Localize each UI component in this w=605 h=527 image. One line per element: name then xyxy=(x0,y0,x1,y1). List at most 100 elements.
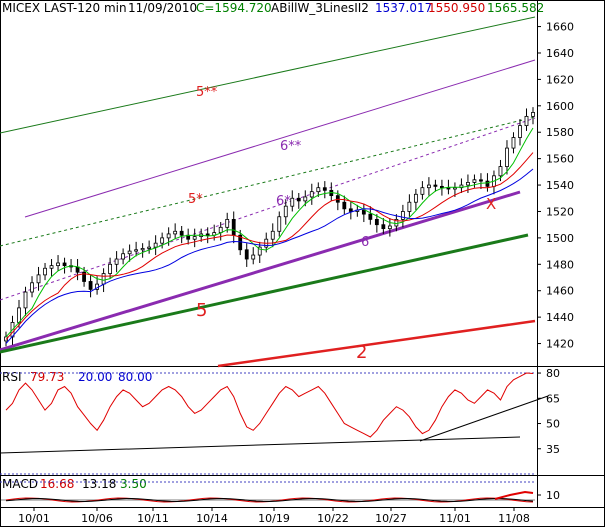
candle-body-15 xyxy=(101,273,106,285)
x-axis: 10/01 10/06 10/11 10/14 10/19 10/22 10/27 11/01… xyxy=(18,507,530,525)
candle-body-19 xyxy=(127,250,132,255)
channel-green-upper xyxy=(0,16,536,134)
rsi-trend-upper xyxy=(419,395,549,442)
candle-body-21 xyxy=(140,248,145,251)
candle-body-65 xyxy=(427,184,431,189)
rsi-lines xyxy=(0,372,549,475)
candle-body-16 xyxy=(108,263,112,274)
candle-body-3 xyxy=(23,291,28,309)
candle-body-57 xyxy=(374,218,379,226)
channel-purple-dashed xyxy=(0,117,536,301)
macd-value-2: 13.18 xyxy=(82,477,116,491)
price-tick-label-1: 1440 xyxy=(546,311,574,324)
candle-body-24 xyxy=(160,237,165,244)
channel-label-5: 5 xyxy=(196,300,207,321)
candle-body-20 xyxy=(134,249,139,252)
candle-body-66 xyxy=(433,184,438,187)
x-tick-label-6: 10/27 xyxy=(375,512,407,525)
candle-body-6 xyxy=(43,267,47,276)
candle-body-56 xyxy=(368,213,373,220)
trend-red-2 xyxy=(217,319,536,368)
candle-body-60 xyxy=(394,218,399,227)
candle-body-12 xyxy=(82,271,86,282)
price-moving-averages xyxy=(5,127,534,344)
candle-body-27 xyxy=(179,230,184,236)
candle-body-38 xyxy=(251,254,256,260)
x-tick-label-0: 10/01 xyxy=(18,512,50,525)
rsi-tick-label-0: 35 xyxy=(546,443,560,456)
rsi-line xyxy=(5,372,534,438)
channel-label-7: X xyxy=(486,195,496,213)
channel-purple-upper xyxy=(24,59,536,218)
macd-pane: MACD 16.68 13.18 3.50 xyxy=(2,477,147,491)
candle-body-26 xyxy=(173,230,178,235)
candle-body-39 xyxy=(257,246,262,256)
candle-body-67 xyxy=(440,185,444,189)
macd-tick-label-0: 10 xyxy=(546,489,560,502)
candle-body-45 xyxy=(296,197,301,202)
x-tick-label-1: 10/06 xyxy=(81,512,113,525)
candle-body-22 xyxy=(147,246,152,249)
candle-body-49 xyxy=(322,187,327,191)
ma-blue xyxy=(5,168,534,344)
candle-body-81 xyxy=(531,112,535,117)
price-tick-label-0: 1420 xyxy=(546,338,574,351)
rsi-trend-lower xyxy=(0,436,521,454)
candle-body-74 xyxy=(485,180,490,187)
chart-header: MICEX LAST-120 min 11/09/2010 C=1594.720… xyxy=(2,1,544,15)
header-val1: 1537.017 xyxy=(375,1,432,15)
candle-body-37 xyxy=(244,249,249,260)
macd-lines xyxy=(0,481,535,503)
candle-body-58 xyxy=(381,224,386,230)
candle-body-48 xyxy=(316,187,321,193)
macd-title: MACD xyxy=(2,477,38,491)
candle-body-47 xyxy=(309,191,314,198)
candle-body-18 xyxy=(121,253,126,260)
x-tick-label-2: 10/11 xyxy=(137,512,169,525)
candle-body-36 xyxy=(238,234,243,251)
price-tick-label-10: 1620 xyxy=(546,73,574,86)
price-tick-label-2: 1460 xyxy=(546,285,574,298)
ma-green xyxy=(5,127,534,338)
header-val2: 1550.950 xyxy=(428,1,485,15)
candle-body-62 xyxy=(407,201,412,212)
ma-red xyxy=(5,152,534,340)
price-y-axis: 1420 1440 1460 1480 1500 1520 1540 1560 1580 1600… xyxy=(537,21,574,351)
candle-body-13 xyxy=(88,281,93,290)
candle-body-34 xyxy=(225,218,230,228)
candle-body-76 xyxy=(498,166,503,177)
candle-body-77 xyxy=(505,147,509,167)
candle-body-9 xyxy=(62,262,67,267)
candle-body-78 xyxy=(511,137,516,149)
candle-body-5 xyxy=(36,274,41,284)
price-tick-label-3: 1480 xyxy=(546,258,574,271)
candle-body-69 xyxy=(453,187,457,190)
macd-y-axis: 10 xyxy=(537,489,560,502)
price-tick-label-11: 1640 xyxy=(546,47,574,60)
candle-body-2 xyxy=(17,307,21,323)
candle-body-63 xyxy=(413,193,418,203)
macd-signal-line xyxy=(5,497,534,503)
channel-label-1: 6** xyxy=(280,139,302,154)
header-symbol: MICEX LAST-120 min xyxy=(2,1,127,15)
header-val3: 1565.582 xyxy=(487,1,544,15)
channel-label-2: 5* xyxy=(188,192,203,207)
header-date: 11/09/2010 xyxy=(128,1,197,15)
candle-body-73 xyxy=(479,179,483,182)
x-tick-label-5: 10/22 xyxy=(317,512,349,525)
candle-body-7 xyxy=(49,265,54,269)
candle-body-8 xyxy=(56,262,60,267)
candle-body-68 xyxy=(446,187,451,190)
support-purple-6 xyxy=(0,190,521,352)
candle-body-41 xyxy=(270,230,275,240)
candle-body-64 xyxy=(420,187,425,195)
candle-body-29 xyxy=(192,236,197,240)
candle-body-53 xyxy=(348,208,353,212)
macd-value-3: 3.50 xyxy=(120,477,147,491)
price-tick-label-7: 1560 xyxy=(546,153,574,166)
channel-green-dashed xyxy=(0,116,536,247)
candle-body-80 xyxy=(524,115,529,127)
header-close: C=1594.720 xyxy=(196,1,272,15)
